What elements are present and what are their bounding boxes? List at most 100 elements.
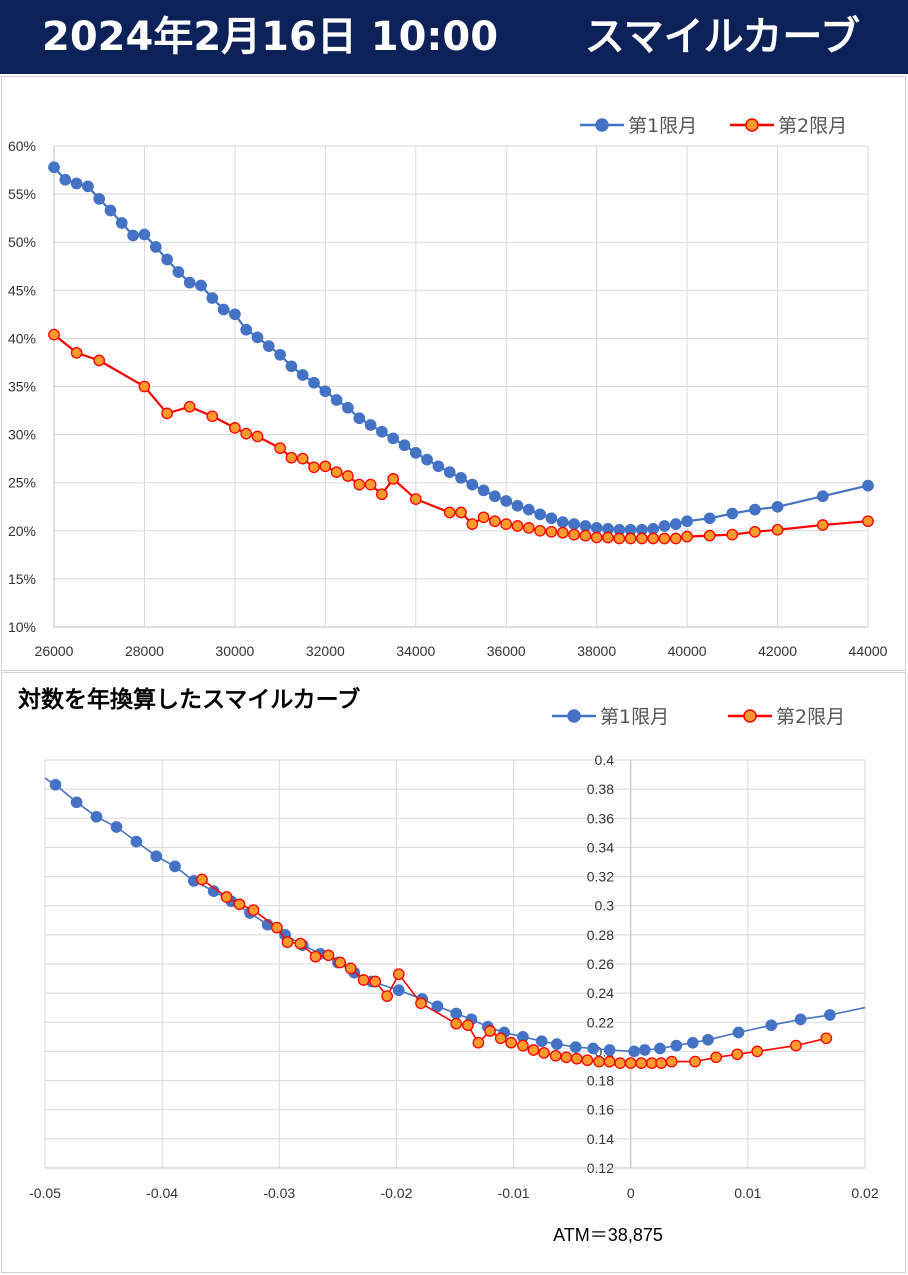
c1-point-series2 (330, 466, 343, 478)
c2-ytick-label: 0.16 (587, 1102, 614, 1118)
c1-point-series2 (240, 427, 253, 440)
legend-label-2: 第2限月 (778, 115, 847, 137)
c2-point-series2 (581, 1054, 594, 1067)
c1-point-series2 (308, 461, 320, 474)
c2-point-series1 (603, 1044, 616, 1056)
c1-point-series1 (138, 228, 151, 241)
c2-point-series2 (484, 1025, 496, 1037)
c1-point-series1 (387, 432, 400, 445)
c1-point-series2 (489, 515, 501, 528)
c1-point-series2 (251, 430, 264, 443)
c1-point-series2 (545, 525, 558, 538)
c2-point-series2 (593, 1055, 605, 1068)
c1-point-series2 (556, 526, 569, 539)
c1-xtick-label: 36000 (487, 643, 526, 659)
c1-point-series1 (172, 266, 185, 278)
c1-point-series2 (353, 478, 366, 491)
c1-point-series2 (522, 522, 535, 534)
c1-ytick-label: 45% (8, 282, 36, 298)
c1-point-series2 (466, 518, 479, 530)
c2-xtick-label: -0.03 (263, 1185, 295, 1201)
c1-point-series2 (647, 532, 660, 545)
c2-series-line-1 (45, 777, 865, 1053)
c1-point-series2 (206, 410, 219, 423)
c1-ytick-label: 10% (8, 619, 36, 635)
c1-point-series1 (511, 499, 524, 512)
c1-point-series1 (330, 394, 343, 406)
c1-point-series1 (590, 522, 603, 534)
c2-xtick-label: 0.01 (734, 1185, 761, 1201)
c1-ytick-label: 50% (8, 234, 36, 250)
c2-xtick-label: -0.01 (498, 1185, 530, 1201)
c2-xtick-label: -0.04 (146, 1185, 178, 1201)
c1-point-series2 (455, 506, 467, 519)
c1-point-series1 (647, 523, 660, 535)
c2-point-series2 (655, 1057, 668, 1069)
c2-point-series2 (820, 1032, 833, 1045)
c2-point-series2 (220, 891, 233, 903)
c2-point-series1 (392, 984, 405, 997)
c1-ytick-label: 60% (8, 138, 36, 154)
c1-point-series1 (658, 520, 671, 532)
c1-xtick-label: 38000 (577, 643, 616, 659)
c1-point-series1 (376, 425, 388, 438)
c2-point-series1 (18, 759, 28, 769)
c1-point-series2 (500, 518, 513, 530)
c1-point-series1 (82, 180, 94, 193)
c1-xtick-label: 32000 (306, 643, 345, 659)
c1-point-series1 (59, 173, 72, 186)
c2-point-series1 (90, 810, 103, 823)
c1-point-series2 (285, 451, 298, 464)
c1-point-series1 (296, 369, 309, 381)
c2-point-series2 (614, 1057, 627, 1069)
c2-point-series1 (110, 821, 123, 833)
c1-point-series1 (500, 495, 513, 507)
c1-point-series2 (602, 531, 614, 544)
c2-point-series2 (322, 949, 335, 962)
c1-point-series1 (443, 466, 456, 478)
c1-point-series2 (613, 532, 626, 545)
c2-point-series1 (866, 1001, 876, 1011)
c2-point-series2 (392, 968, 405, 981)
c1-point-series1 (398, 439, 411, 452)
c1-point-series2 (409, 493, 422, 505)
c1-point-series1 (183, 276, 196, 289)
c1-point-series2 (296, 452, 309, 465)
c1-point-series2 (726, 528, 739, 541)
c2-ytick-label: 0.24 (587, 985, 614, 1001)
header-bar: 2024年2月16日 10:00 スマイルカーブ (0, 0, 908, 74)
c2-point-series2 (334, 956, 347, 969)
c1-point-series2 (93, 354, 106, 367)
c1-point-series2 (511, 520, 524, 532)
c2-point-series2 (790, 1039, 802, 1052)
c2-ytick-label: 0.4 (595, 752, 615, 768)
c1-point-series2 (816, 519, 829, 531)
c2-point-series2 (294, 937, 307, 950)
c1-point-series1 (579, 520, 592, 532)
c1-point-series1 (240, 323, 253, 336)
c1-point-series1 (93, 193, 106, 205)
c2-ytick-label: 0.14 (587, 1131, 614, 1147)
c1-point-series2 (274, 442, 286, 454)
c1-xtick-label: 28000 (125, 643, 164, 659)
header-date: 2024年2月16日 10:00 (42, 14, 499, 60)
c2-point-series2 (281, 936, 294, 948)
c2-xtick-label: -0.02 (380, 1185, 412, 1201)
c1-point-series2 (771, 523, 784, 536)
c2-point-series1 (628, 1045, 641, 1058)
c1-point-series1 (703, 512, 716, 525)
c1-point-series1 (568, 518, 580, 530)
c1-point-series2 (568, 528, 580, 541)
c1-point-series2 (70, 346, 83, 359)
c2-xtick-label: -0.05 (29, 1185, 61, 1201)
c2-point-series1 (70, 796, 83, 809)
legend-label-2: 第2限月 (776, 706, 845, 728)
c1-point-series1 (251, 331, 264, 344)
c1-point-series1 (206, 292, 219, 304)
c2-point-series1 (535, 1035, 548, 1048)
c1-point-series1 (681, 515, 693, 528)
c1-point-series1 (545, 512, 558, 525)
c2-ytick-label: 0.32 (587, 869, 614, 885)
c2-point-series1 (765, 1019, 778, 1032)
